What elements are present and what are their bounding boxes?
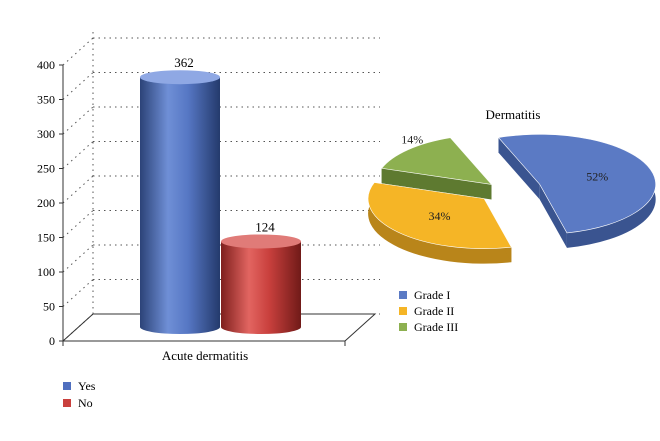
legend-swatch-no — [63, 399, 71, 407]
gridline-diagonal — [62, 141, 94, 169]
legend-label-yes: Yes — [78, 379, 96, 393]
gridline-diagonal — [62, 72, 94, 100]
gridline-diagonal — [62, 106, 94, 135]
pie-value-labels: 14% 34% 52% — [401, 132, 608, 223]
y-tick-label: 150 — [37, 231, 55, 245]
bar-no — [221, 234, 301, 334]
legend-swatch-yes — [63, 382, 71, 390]
pie-slice-top — [497, 134, 656, 234]
pie-slice-wall — [539, 184, 567, 248]
gridline-diagonal — [62, 244, 94, 273]
pie-value-label: 14% — [401, 132, 423, 146]
y-tick-label: 50 — [43, 300, 55, 314]
pie-legend: Grade I Grade II Grade III — [399, 288, 458, 334]
bar-chart: 0 50 100 150 200 250 300 350 400 362 124 Acute de… — [37, 28, 380, 410]
pie-slice-wall — [381, 168, 492, 200]
y-tick-label: 300 — [37, 127, 55, 141]
gridline-diagonal — [62, 175, 94, 204]
pie-slice-grade-iii — [381, 137, 493, 200]
pie-value-label: 34% — [429, 209, 451, 223]
pie-slice-top — [381, 137, 493, 185]
pie-slice-grade-i — [497, 134, 656, 248]
gridline-diagonal — [62, 210, 94, 238]
y-tick-label: 100 — [37, 265, 55, 279]
bar-top — [140, 70, 220, 85]
y-tick-label: 350 — [37, 93, 55, 107]
legend-label-grade-iii: Grade III — [414, 320, 458, 334]
y-axis-tick-labels: 0 50 100 150 200 250 300 350 400 — [37, 58, 55, 348]
legend-label-grade-ii: Grade II — [414, 304, 454, 318]
bar-yes — [140, 70, 220, 334]
gridline-diagonal — [62, 279, 94, 307]
pie-slice-side — [368, 182, 512, 264]
bar-data-label: 362 — [174, 55, 194, 70]
x-axis-label: Acute dermatitis — [162, 348, 248, 363]
y-tick-label: 200 — [37, 196, 55, 210]
pie-slice-grade-ii — [367, 182, 512, 264]
bar-data-labels: 362 124 — [174, 55, 275, 234]
legend-swatch-grade-iii — [399, 323, 407, 331]
legend-label-no: No — [78, 396, 93, 410]
pie-value-label: 52% — [586, 170, 608, 184]
legend-swatch-grade-i — [399, 291, 407, 299]
bar-body — [140, 77, 220, 334]
bar-series — [140, 70, 301, 334]
y-tick-label: 250 — [37, 162, 55, 176]
pie-title: Dermatitis — [486, 107, 541, 122]
bar-data-label: 124 — [255, 219, 275, 234]
bar-top — [221, 234, 301, 249]
pie-slice-wall — [498, 137, 540, 200]
pie-slices — [367, 134, 656, 264]
bar-chart-floor — [61, 313, 377, 346]
y-tick-label: 400 — [37, 58, 55, 72]
bar-legend: Yes No — [63, 379, 96, 410]
gridline-diagonal — [62, 37, 94, 66]
legend-label-grade-i: Grade I — [414, 288, 450, 302]
pie-slice-top — [367, 182, 512, 249]
legend-swatch-grade-ii — [399, 307, 407, 315]
y-tick-label: 0 — [49, 334, 55, 348]
bar-body — [221, 241, 301, 334]
